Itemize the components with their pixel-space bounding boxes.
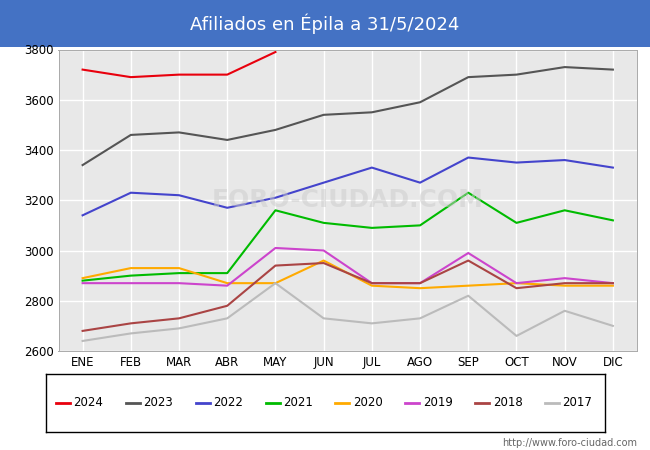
Text: 2017: 2017 [563, 396, 592, 409]
Text: 2019: 2019 [423, 396, 452, 409]
Text: 2024: 2024 [73, 396, 103, 409]
Text: 2023: 2023 [143, 396, 173, 409]
Text: 2021: 2021 [283, 396, 313, 409]
Text: FORO-CIUDAD.COM: FORO-CIUDAD.COM [212, 188, 484, 212]
Text: 2022: 2022 [213, 396, 243, 409]
Text: 2020: 2020 [353, 396, 383, 409]
Text: http://www.foro-ciudad.com: http://www.foro-ciudad.com [502, 438, 637, 448]
Text: Afiliados en Épila a 31/5/2024: Afiliados en Épila a 31/5/2024 [190, 14, 460, 34]
Text: 2018: 2018 [493, 396, 523, 409]
